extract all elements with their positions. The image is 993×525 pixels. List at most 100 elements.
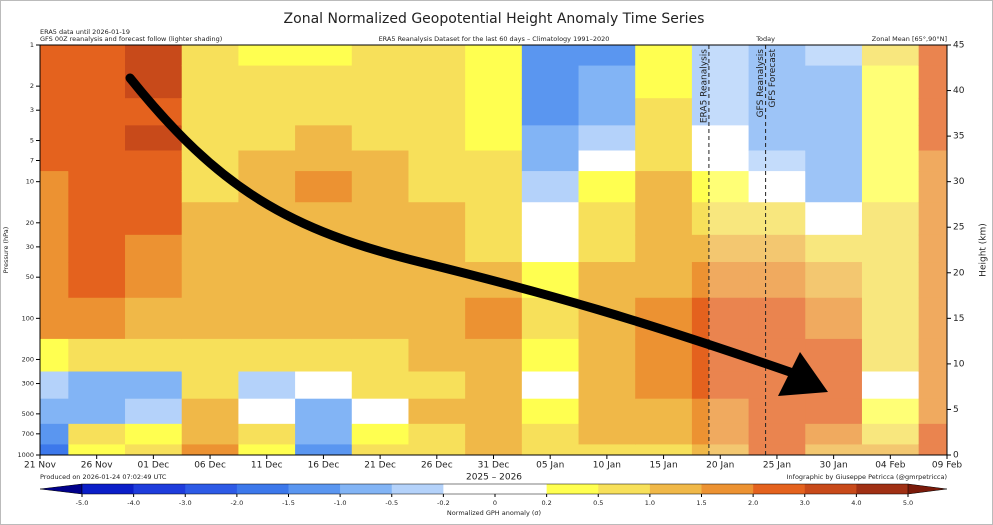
anomaly-cell — [465, 98, 523, 126]
produced-note: Produced on 2026-01-24 07:02:49 UTC — [40, 473, 167, 481]
x-tick-label: 30 Jan — [820, 461, 848, 471]
marker-label: ERA5 Reanalysis — [699, 49, 709, 123]
anomaly-cell — [465, 423, 523, 445]
anomaly-cell — [521, 338, 580, 373]
anomaly-cell — [181, 202, 239, 236]
anomaly-cell — [691, 262, 750, 299]
y2-tick-label: 10 — [953, 359, 965, 369]
anomaly-cell — [578, 171, 636, 203]
anomaly-cell — [635, 125, 693, 152]
anomaly-cell — [125, 45, 183, 67]
anomaly-cell — [521, 234, 580, 263]
anomaly-cell — [68, 98, 126, 126]
anomaly-cell — [40, 171, 69, 203]
colorbar-tick-label: -0.2 — [437, 499, 450, 507]
anomaly-cell — [691, 125, 750, 152]
anomaly-cell — [40, 234, 69, 263]
anomaly-cell — [125, 150, 183, 172]
anomaly-cell — [40, 202, 69, 236]
anomaly-cell — [918, 423, 948, 445]
anomaly-cell — [295, 125, 353, 152]
y2-tick-label: 20 — [953, 268, 965, 278]
anomaly-cell — [578, 371, 636, 400]
anomaly-cell — [181, 423, 239, 445]
y-tick-label: 700 — [22, 430, 34, 438]
anomaly-cell — [238, 45, 296, 67]
colorbar-patch — [391, 484, 444, 494]
anomaly-cell — [408, 338, 466, 373]
anomaly-cell — [748, 234, 806, 263]
anomaly-cell — [351, 423, 409, 445]
anomaly-cell — [351, 444, 409, 456]
anomaly-cell — [181, 444, 239, 456]
anomaly-cell — [295, 338, 353, 373]
y-tick-label: 2 — [30, 82, 34, 90]
y-tick-label: 50 — [26, 273, 34, 281]
anomaly-cell — [181, 98, 239, 126]
anomaly-cell — [408, 398, 466, 425]
colorbar-label: Normalized GPH anomaly (σ) — [447, 509, 541, 517]
anomaly-cell — [748, 125, 806, 152]
x-tick-label: 10 Jan — [593, 461, 621, 471]
anomaly-cell — [635, 45, 693, 67]
anomaly-cell — [805, 98, 863, 126]
anomaly-cell — [691, 234, 750, 263]
chart-title: Zonal Normalized Geopotential Height Ano… — [284, 11, 705, 27]
anomaly-cell — [68, 423, 126, 445]
anomaly-cell — [408, 423, 466, 445]
colorbar-patch — [133, 484, 186, 494]
y2-tick-label: 30 — [953, 177, 965, 187]
anomaly-cell — [238, 98, 296, 126]
anomaly-cell — [465, 45, 523, 67]
anomaly-cell — [861, 45, 920, 67]
y2-tick-label: 45 — [953, 41, 964, 51]
colorbar-tick-label: 4.0 — [851, 499, 861, 507]
anomaly-cell — [578, 65, 636, 99]
anomaly-cell — [40, 150, 69, 172]
anomaly-cell — [465, 444, 523, 456]
anomaly-cell — [238, 444, 296, 456]
arrow-shaft — [125, 73, 795, 377]
colorbar-tick-label: 2.0 — [748, 499, 758, 507]
anomaly-cell — [295, 171, 353, 203]
anomaly-cell — [125, 444, 183, 456]
anomaly-cell — [805, 234, 863, 263]
y2-tick-label: 5 — [953, 405, 959, 415]
anomaly-cell — [351, 202, 409, 236]
anomaly-cell — [521, 45, 580, 67]
anomaly-cell — [465, 202, 523, 236]
anomaly-cell — [238, 297, 296, 340]
anomaly-cell — [521, 125, 580, 152]
anomaly-cell — [40, 444, 69, 456]
anomaly-cell — [861, 234, 920, 263]
anomaly-cell — [918, 150, 948, 172]
forecast-shading — [708, 45, 947, 455]
anomaly-cell — [691, 98, 750, 126]
anomaly-cell — [68, 125, 126, 152]
colorbar-tick-label: -5.0 — [76, 499, 89, 507]
anomaly-cell — [635, 371, 693, 400]
anomaly-cell — [805, 45, 863, 67]
anomaly-cell — [295, 45, 353, 67]
colorbar-patch — [753, 484, 806, 494]
note: ERA5 data until 2026-01-19 — [40, 28, 130, 36]
anomaly-cell — [635, 444, 693, 456]
anomaly-cell — [635, 65, 693, 99]
anomaly-cell — [691, 371, 750, 400]
colorbar-tick-label: -1.5 — [282, 499, 295, 507]
anomaly-cell — [351, 125, 409, 152]
anomaly-cell — [918, 297, 948, 340]
anomaly-cell — [295, 444, 353, 456]
y-tick-label: 100 — [22, 314, 34, 322]
anomaly-cell — [238, 398, 296, 425]
anomaly-cell — [805, 444, 863, 456]
anomaly-cell — [465, 338, 523, 373]
anomaly-cell — [40, 98, 69, 126]
anomaly-cell — [691, 202, 750, 236]
x-tick-label: 21 Dec — [364, 461, 396, 471]
anomaly-cell — [295, 98, 353, 126]
anomaly-cell — [40, 45, 69, 67]
anomaly-cell — [68, 338, 126, 373]
anomaly-cell — [40, 398, 69, 425]
colorbar-patch — [804, 484, 857, 494]
